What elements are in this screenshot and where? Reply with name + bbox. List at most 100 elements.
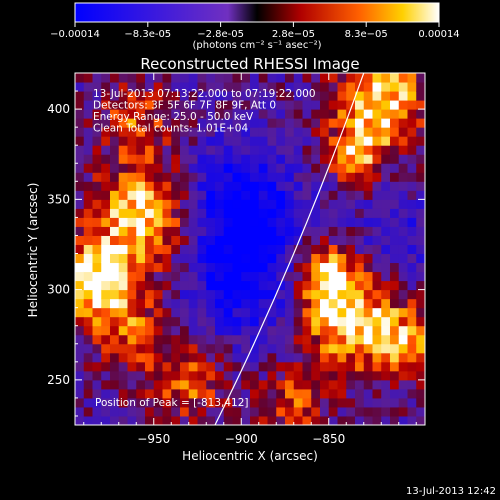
heatmap-cell [407,181,417,191]
plot-frame [74,72,426,426]
heatmap-cell [372,136,382,146]
heatmap-cell [180,370,190,381]
heatmap-cell [110,154,120,164]
heatmap-cell [346,199,356,209]
heatmap-cell [136,145,146,155]
heatmap-cell [250,334,260,345]
heatmap-cell [363,244,373,255]
heatmap-cell [197,397,207,408]
heatmap-cell [381,289,391,300]
heatmap-cell [136,370,146,381]
heatmap-cell [390,145,400,155]
heatmap-cell [250,406,260,417]
heatmap-cell [381,91,391,101]
heatmap-cell [171,253,181,264]
heatmap-cell [118,82,128,92]
heatmap-cell [153,73,163,83]
heatmap-cell [276,91,286,101]
heatmap-cell [180,280,190,291]
heatmap-cell [311,334,321,345]
heatmap-cell [363,253,373,264]
x-tick-label: −900 [225,432,258,446]
heatmap-cell [197,244,207,255]
heatmap-cell [250,253,260,264]
heatmap-cell [372,280,382,291]
heatmap-cell [127,118,137,128]
heatmap-cell [416,118,425,128]
heatmap-cell [92,91,102,101]
heatmap-cell [171,91,181,101]
heatmap-cell [267,127,277,137]
heatmap-cell [267,406,277,417]
heatmap-cell [171,298,181,309]
heatmap-cell [293,379,303,390]
heatmap-cell [398,406,408,417]
heatmap-cell [171,325,181,336]
heatmap-cell [381,334,391,345]
heatmap-cell [250,280,260,291]
heatmap-cell [390,163,400,173]
heatmap-cell [188,100,198,110]
heatmap-cell [363,298,373,309]
heatmap-cell [267,235,277,245]
heatmap-cell [372,352,382,363]
heatmap-cell [337,82,347,92]
heatmap-cell [398,154,408,164]
heatmap-cell [232,244,242,255]
heatmap-cell [232,181,242,191]
annotation-line: Clean Total counts: 1.01E+04 [93,123,248,135]
heatmap-cell [267,397,277,408]
heatmap-cell [188,352,198,363]
heatmap-cell [162,73,172,83]
heatmap-cell [153,91,163,101]
heatmap-cell [346,181,356,191]
heatmap-cell [381,82,391,92]
heatmap-cell [162,154,172,164]
heatmap-cell [311,280,321,291]
heatmap-cell [153,271,163,282]
heatmap-cell [92,370,102,381]
heatmap-cell [215,325,225,336]
heatmap-cell [206,235,216,245]
heatmap-cell [302,172,312,182]
heatmap-cell [398,253,408,264]
heatmap-cell [293,118,303,128]
heatmap-cell [215,73,225,83]
heatmap-cell [337,91,347,101]
heatmap-cell [390,127,400,137]
heatmap-cell [285,181,295,191]
heatmap-cell [285,379,295,390]
heatmap-cell [171,181,181,191]
heatmap-cell [215,199,225,209]
heatmap-cell [363,154,373,164]
heatmap-cell [320,226,330,236]
heatmap-cell [232,199,242,209]
heatmap-cell [83,226,93,236]
heatmap-cell [276,163,286,173]
heatmap-cell [241,73,251,83]
heatmap-cell [363,73,373,83]
heatmap-cell [75,82,85,92]
heatmap-cell [346,379,356,390]
heatmap-cell [180,352,190,363]
heatmap-cell [355,289,365,300]
heatmap-cell [145,82,155,92]
heatmap-cell [145,334,155,345]
heatmap-cell [92,172,102,182]
heatmap-cell [250,316,260,327]
heatmap-cell [118,343,128,354]
heatmap-cell [232,172,242,182]
heatmap-cell [355,343,365,354]
heatmap-cell [398,316,408,327]
heatmap-cell [267,334,277,345]
heatmap-cell [110,127,120,137]
heatmap-cell [232,334,242,345]
heatmap-cell [110,235,120,245]
heatmap-cell [215,136,225,146]
heatmap-cell [346,388,356,399]
heatmap-cell [250,352,260,363]
heatmap-cell [285,370,295,381]
heatmap-cell [215,91,225,101]
heatmap-cell [293,154,303,164]
heatmap-cell [215,253,225,264]
